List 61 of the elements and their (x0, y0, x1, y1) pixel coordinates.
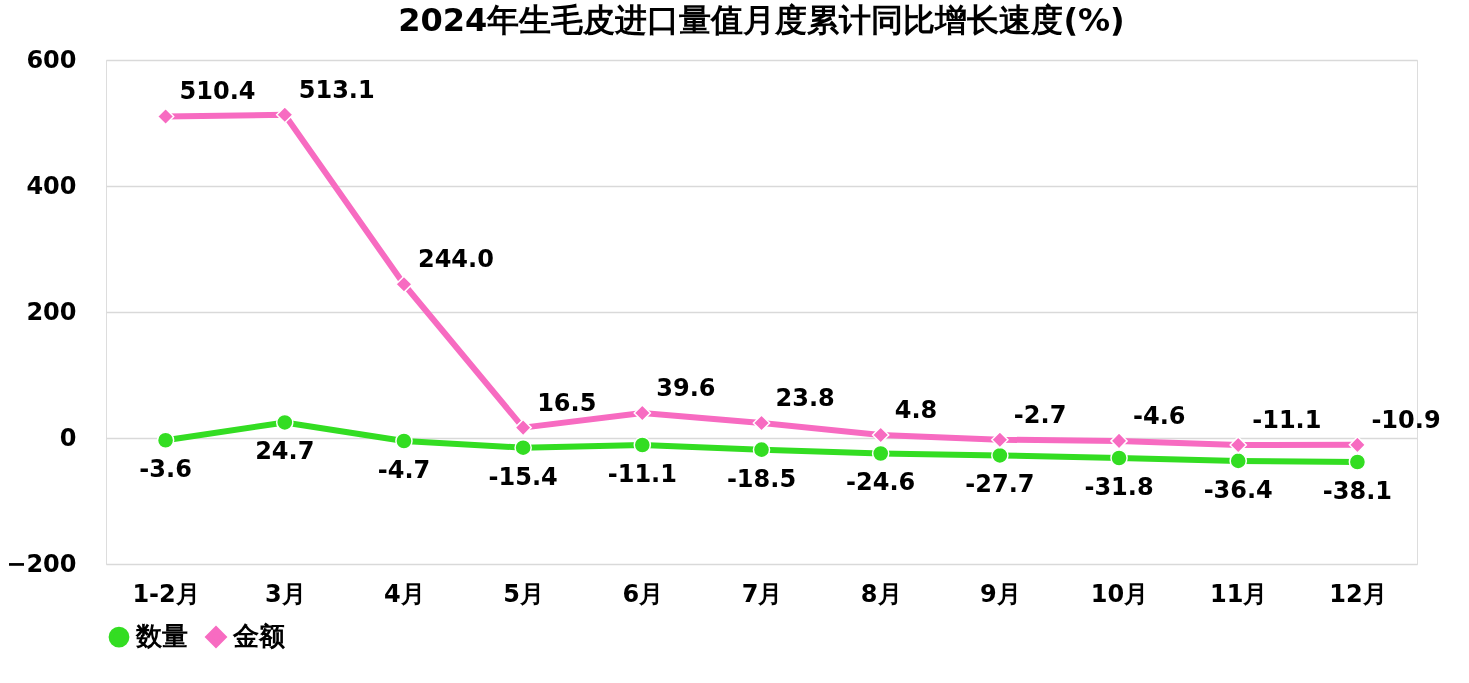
data-label: -31.8 (1084, 473, 1154, 502)
y-tick-label: −200 (6, 549, 77, 578)
data-label: -15.4 (488, 462, 558, 491)
data-label: -24.6 (846, 468, 916, 497)
point (871, 426, 890, 444)
point (991, 446, 1009, 465)
data-label: -18.5 (726, 464, 797, 493)
data-label: -11.1 (607, 459, 677, 488)
point (633, 436, 652, 454)
y-tick-label: 200 (26, 297, 77, 326)
x-tick-label: 9月 (980, 579, 1021, 608)
x-tick-label: 11月 (1210, 579, 1268, 608)
y-tick-label: 600 (26, 45, 77, 74)
point (156, 431, 175, 450)
data-label: -27.7 (965, 470, 1035, 499)
point (752, 440, 771, 459)
data-label: -11.1 (1252, 405, 1322, 434)
data-label: -36.4 (1203, 475, 1273, 504)
chart-title: 2024年生毛皮进口量值月度累计同比增长速度(%) (398, 1, 1125, 39)
x-tick-label: 5月 (503, 579, 544, 608)
point (395, 432, 413, 450)
legend-label: 数量 (135, 621, 188, 652)
data-label: 24.7 (255, 437, 315, 466)
point (752, 414, 771, 432)
point (275, 413, 294, 432)
point (514, 438, 532, 457)
y-tick-label: 0 (59, 423, 77, 452)
data-label: 39.6 (656, 374, 716, 403)
data-label: 23.8 (775, 384, 835, 413)
data-label: 513.1 (298, 75, 375, 104)
point (1348, 453, 1367, 471)
point (1229, 452, 1248, 470)
legend-label: 金额 (232, 621, 286, 652)
point (633, 404, 652, 422)
point (395, 275, 413, 294)
x-tick-label: 12月 (1329, 579, 1387, 608)
x-tick-label: 10月 (1090, 579, 1149, 608)
data-label: -38.1 (1322, 477, 1392, 505)
x-tick-label: 1-2月 (132, 579, 200, 608)
x-tick-label: 3月 (264, 579, 306, 608)
x-tick-label: 6月 (622, 579, 664, 608)
data-label: 4.8 (894, 395, 938, 424)
x-tick-label: 7月 (741, 579, 783, 608)
x-tick-label: 8月 (860, 579, 902, 608)
data-label: -2.7 (1013, 400, 1067, 429)
point (1229, 436, 1248, 454)
data-label: 244.0 (417, 245, 494, 274)
data-label: 510.4 (179, 77, 256, 106)
point (1110, 449, 1128, 467)
data-label: -4.6 (1133, 401, 1186, 430)
data-label: -10.9 (1371, 405, 1441, 434)
point (1110, 432, 1128, 450)
data-label: -4.7 (377, 455, 431, 484)
point (514, 418, 532, 437)
x-tick-label: 4月 (384, 579, 425, 608)
point (156, 107, 175, 126)
point (1348, 436, 1367, 454)
data-label: 16.5 (537, 388, 597, 417)
data-label: -3.6 (139, 455, 192, 484)
y-tick-label: 400 (26, 171, 77, 200)
point (871, 444, 890, 463)
